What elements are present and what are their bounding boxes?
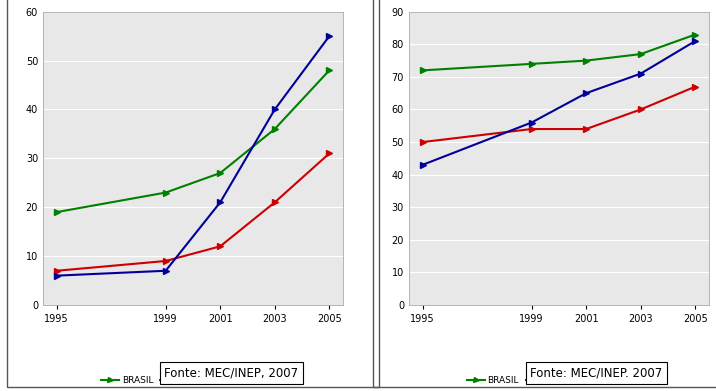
NORDESTE (691, 84, 700, 89)
Legend: BRASIL, NORDESTE, Ceará: BRASIL, NORDESTE, Ceará (463, 372, 654, 388)
Ceará (418, 163, 427, 167)
NORDESTE (582, 127, 591, 131)
Bar (373, 0, 716, 387)
Line: BRASIL: BRASIL (420, 32, 698, 73)
NORDESTE (52, 268, 61, 273)
NORDESTE (161, 259, 170, 264)
Text: Fonte: MEC/INEP, 2007: Fonte: MEC/INEP, 2007 (164, 366, 299, 379)
Bar (7, 0, 379, 387)
NORDESTE (637, 107, 645, 112)
BRASIL (527, 61, 536, 66)
BRASIL (325, 68, 334, 73)
BRASIL (216, 170, 225, 175)
Line: Ceará: Ceará (420, 38, 698, 168)
Ceará (216, 200, 225, 205)
BRASIL (691, 32, 700, 37)
Line: NORDESTE: NORDESTE (420, 84, 698, 145)
Ceará (637, 71, 645, 76)
BRASIL (52, 210, 61, 214)
NORDESTE (527, 127, 536, 131)
NORDESTE (418, 140, 427, 144)
BRASIL (418, 68, 427, 73)
BRASIL (161, 190, 170, 195)
BRASIL (271, 127, 279, 131)
Line: Ceará: Ceará (54, 33, 332, 278)
NORDESTE (325, 151, 334, 156)
Ceará (325, 34, 334, 39)
Ceará (582, 91, 591, 95)
NORDESTE (271, 200, 279, 205)
Ceará (527, 120, 536, 125)
BRASIL (582, 58, 591, 63)
Ceará (691, 39, 700, 43)
BRASIL (637, 52, 645, 56)
Ceará (161, 268, 170, 273)
Line: NORDESTE: NORDESTE (54, 151, 332, 274)
Legend: BRASIL, NORDESTE, Ceará: BRASIL, NORDESTE, Ceará (97, 372, 289, 388)
Text: Fonte: MEC/INEP. 2007: Fonte: MEC/INEP. 2007 (531, 366, 662, 379)
Ceará (52, 273, 61, 278)
NORDESTE (216, 244, 225, 249)
Ceará (271, 107, 279, 112)
Line: BRASIL: BRASIL (54, 68, 332, 215)
